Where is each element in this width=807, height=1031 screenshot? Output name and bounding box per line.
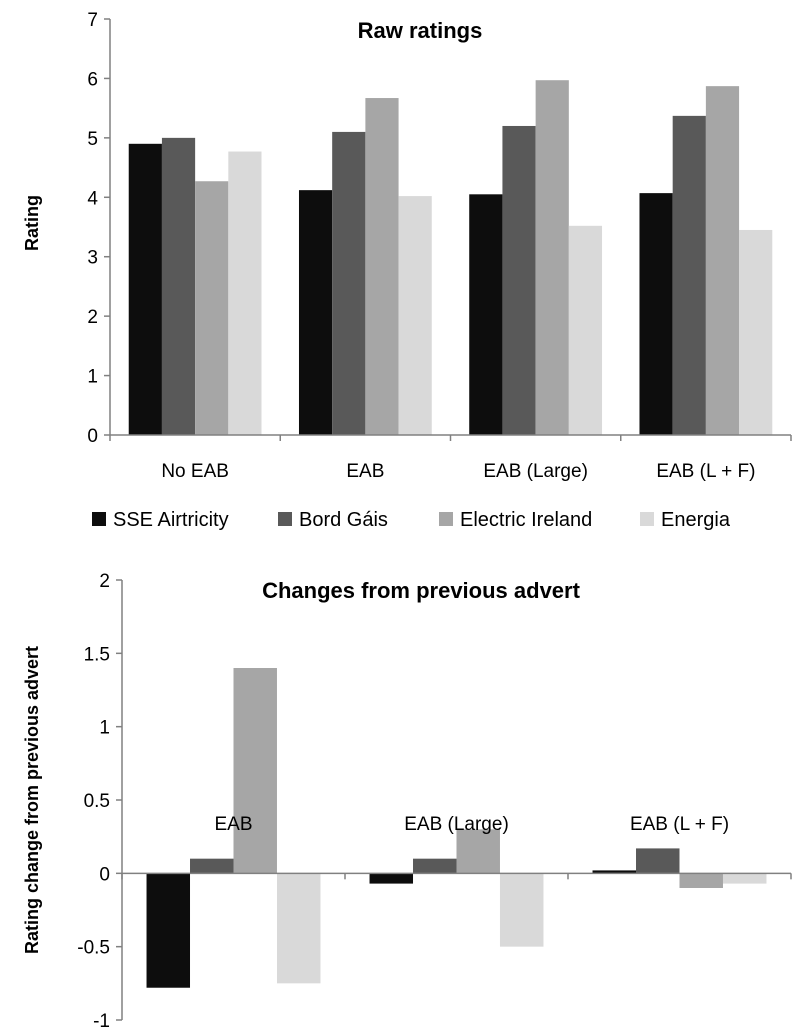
chart2-bar-bord-g-is-eab-l-f bbox=[636, 848, 680, 874]
chart1-x-tick-label-no-eab: No EAB bbox=[161, 461, 229, 482]
legend-label-energia: Energia bbox=[661, 509, 731, 531]
chart1-bar-bord-g-is-no-eab bbox=[161, 137, 196, 436]
chart1-y-tick-label: 6 bbox=[87, 69, 98, 90]
chart1-bar-energia-no-eab bbox=[228, 151, 262, 435]
chart1-bar-electric-ireland-no-eab bbox=[195, 181, 229, 435]
chart1-y-tick-label: 5 bbox=[87, 129, 98, 150]
chart2-ylabel: Rating change from previous advert bbox=[22, 646, 42, 954]
chart1-bar-electric-ireland-eab-l-f bbox=[705, 86, 740, 436]
chart2-title: Changes from previous advert bbox=[262, 578, 581, 603]
chart1-x-tick-label-eab-l-f: EAB (L + F) bbox=[656, 461, 755, 482]
chart1-bar-sse-airtricity-eab-l-f bbox=[639, 193, 673, 435]
chart1-bar-sse-airtricity-eab bbox=[298, 190, 333, 435]
chart2-x-tick-label-eab-l-f: EAB (L + F) bbox=[630, 814, 729, 835]
chart2-bars bbox=[146, 668, 767, 988]
chart2-bar-energia-eab bbox=[276, 873, 321, 984]
chart1-bar-bord-g-is-eab-large bbox=[502, 125, 536, 435]
chart1-y-tick-label: 0 bbox=[87, 426, 98, 447]
chart2-bar-bord-g-is-eab-large bbox=[413, 858, 457, 874]
legend-swatch-electric-ireland bbox=[439, 512, 453, 526]
chart1-bar-energia-eab-large bbox=[568, 225, 603, 435]
chart2-x-ticks: EAB EAB (Large) EAB (L + F) bbox=[214, 814, 729, 835]
chart2-y-tick-label: -1 bbox=[93, 1011, 110, 1031]
chart1-title: Raw ratings bbox=[358, 18, 483, 43]
chart2-y-tick-label: 0.5 bbox=[84, 791, 110, 812]
legend-label-bord-g-is: Bord Gáis bbox=[299, 509, 388, 531]
legend-swatch-bord-g-is bbox=[278, 512, 292, 526]
chart1-bar-energia-eab-l-f bbox=[739, 229, 773, 435]
chart1-x-ticks: No EAB EAB EAB (Large) EAB (L + F) bbox=[161, 461, 755, 482]
chart2-bar-bord-g-is-eab bbox=[190, 858, 234, 874]
chart2-bar-energia-eab-l-f bbox=[722, 873, 767, 884]
legend-swatch-sse-airtricity bbox=[92, 512, 106, 526]
chart1-y-ticks: 0 1 2 3 4 5 6 7 bbox=[87, 10, 98, 447]
chart1-ylabel: Rating bbox=[22, 195, 42, 251]
chart2-y-tick-label: 0 bbox=[99, 864, 110, 885]
raw-ratings-chart: Raw ratings Rating 0 1 2 3 4 5 6 7 No EAB EAB EAB… bbox=[22, 10, 792, 482]
chart1-axes bbox=[104, 18, 792, 441]
chart1-x-tick-label-eab-large: EAB (Large) bbox=[483, 461, 588, 482]
chart2-bar-sse-airtricity-eab-large bbox=[369, 873, 414, 884]
chart1-bars bbox=[128, 80, 773, 436]
chart1-y-tick-label: 2 bbox=[87, 307, 98, 328]
chart2-y-ticks: -1 -0.5 0 0.5 1 1.5 2 bbox=[77, 571, 110, 1031]
legend-swatch-energia bbox=[640, 512, 654, 526]
chart1-bar-sse-airtricity-no-eab bbox=[128, 143, 162, 436]
chart2-x-tick-label-eab-large: EAB (Large) bbox=[404, 814, 509, 835]
chart1-bar-electric-ireland-eab bbox=[365, 98, 399, 435]
chart1-bar-bord-g-is-eab bbox=[332, 131, 366, 435]
chart2-y-tick-label: 1 bbox=[99, 718, 110, 739]
chart2-bar-electric-ireland-eab-large bbox=[456, 829, 500, 874]
chart1-x-tick-label-eab: EAB bbox=[346, 461, 384, 482]
legend-label-electric-ireland: Electric Ireland bbox=[460, 509, 592, 531]
chart2-bar-energia-eab-large bbox=[499, 873, 544, 947]
chart2-y-tick-label: -0.5 bbox=[77, 938, 110, 959]
chart1-y-tick-label: 1 bbox=[87, 367, 98, 388]
chart2-bar-sse-airtricity-eab bbox=[146, 873, 191, 988]
chart1-bar-sse-airtricity-eab-large bbox=[469, 194, 503, 435]
legend: SSE Airtricity Bord Gáis Electric Ireland E… bbox=[92, 509, 731, 531]
chart1-bar-electric-ireland-eab-large bbox=[535, 80, 569, 436]
chart1-bar-energia-eab bbox=[398, 196, 432, 435]
chart2-bar-sse-airtricity-eab-l-f bbox=[592, 870, 637, 874]
chart2-x-tick-label-eab: EAB bbox=[214, 814, 252, 835]
chart1-y-tick-label: 3 bbox=[87, 248, 98, 269]
chart1-y-tick-label: 4 bbox=[87, 188, 98, 209]
changes-chart: Changes from previous advert Rating chan… bbox=[22, 571, 792, 1031]
legend-label-sse-airtricity: SSE Airtricity bbox=[113, 509, 229, 531]
chart2-bar-electric-ireland-eab bbox=[233, 668, 277, 874]
chart2-y-tick-label: 2 bbox=[99, 571, 110, 592]
chart2-bar-electric-ireland-eab-l-f bbox=[679, 873, 723, 888]
chart2-axes bbox=[116, 579, 792, 1021]
chart1-bar-bord-g-is-eab-l-f bbox=[672, 115, 706, 436]
chart1-y-tick-label: 7 bbox=[87, 10, 98, 31]
chart2-y-tick-label: 1.5 bbox=[84, 644, 110, 665]
